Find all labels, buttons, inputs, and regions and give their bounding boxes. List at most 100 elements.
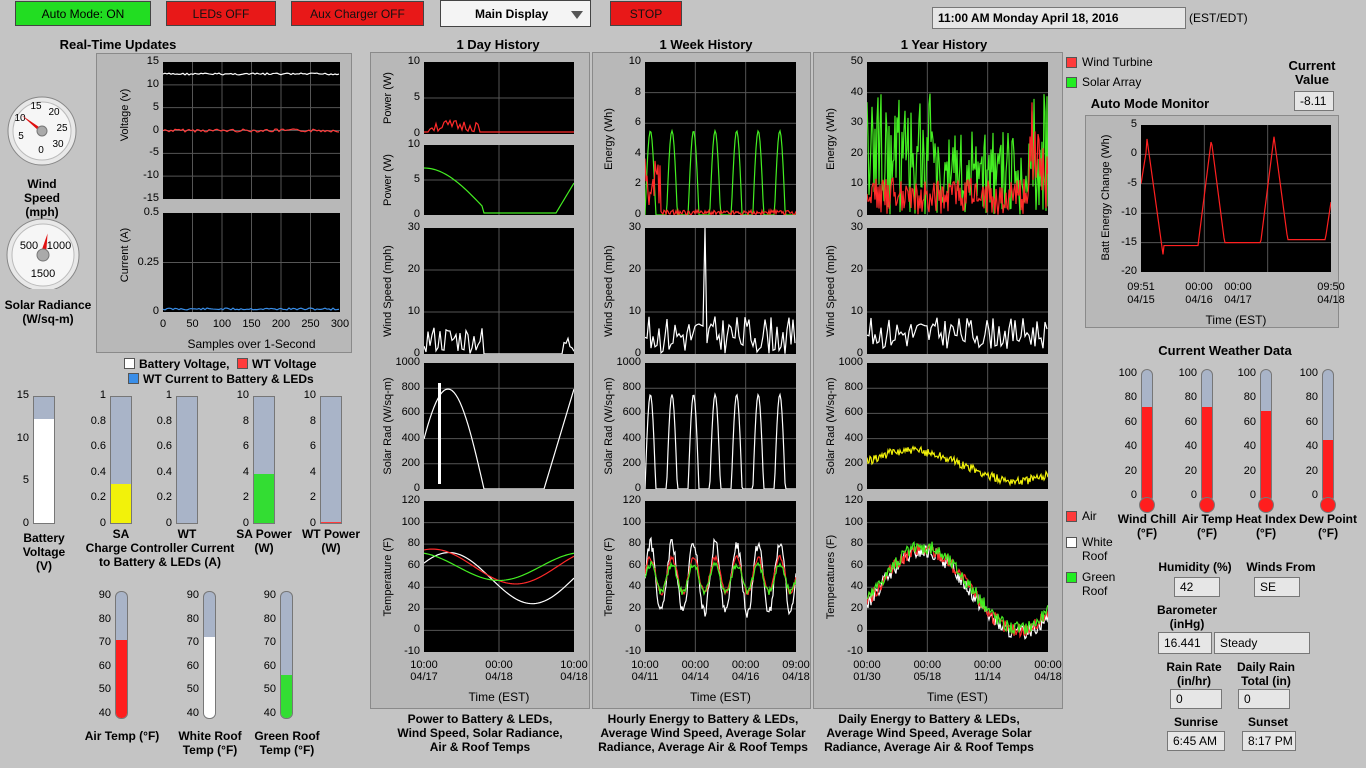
bar-tick-label: 4 [242, 465, 249, 478]
stop-button[interactable]: STOP [610, 1, 682, 26]
day-chart-4 [424, 501, 574, 652]
y-tick-label: 0 [634, 623, 641, 636]
wind-speed-line [867, 317, 1048, 350]
y-tick-label: 0 [856, 482, 863, 494]
weather-tick-label: 80 [1305, 391, 1318, 404]
y-tick-label: 400 [622, 431, 641, 444]
thermo-tick-label: 70 [186, 636, 199, 649]
y-tick-label: 0 [634, 208, 641, 220]
weather-tick-label: 40 [1184, 440, 1197, 453]
y-tick-label: 60 [850, 558, 863, 571]
bar-tick-label: 8 [242, 414, 249, 427]
green-roof-thermometer [280, 591, 293, 719]
x-tick-time: 09:51 [1127, 281, 1155, 293]
sa-charge-bar [110, 396, 132, 524]
y-tick-label: 20 [850, 601, 863, 614]
y-tick-label: 200 [401, 456, 420, 469]
bar-tick-label: 0 [309, 517, 316, 529]
y-tick-label: 10 [850, 177, 863, 190]
y-tick-label: 10 [407, 305, 420, 317]
wind-speed-line [424, 327, 574, 354]
y-tick-label: 0 [413, 482, 420, 494]
thermo-tick-label: 90 [186, 589, 199, 601]
leds-button[interactable]: LEDs OFF [166, 1, 276, 26]
battery-voltage-line [163, 72, 340, 76]
y-tick-label: 0 [413, 623, 420, 636]
y-tick-label: -10 [625, 645, 641, 657]
wt-charge-label: WT [177, 527, 197, 541]
sa-charge-label: SA [112, 527, 130, 541]
bar-tick-label: 0.4 [90, 465, 106, 478]
y-tick-label: 15 [146, 55, 159, 67]
y-tick-label: 10 [407, 55, 420, 67]
wt-power-label: WT Power (W) [301, 527, 360, 555]
y-tick-label: 0.5 [143, 206, 159, 218]
bar-tick-label: 10 [16, 431, 29, 444]
x-tick-date: 04/11 [631, 671, 659, 683]
x-tick-time: 10:00 [410, 659, 438, 671]
auto-mode-button[interactable]: Auto Mode: ON [15, 1, 151, 26]
weather-tick-label: 20 [1243, 464, 1256, 477]
y-tick-label: 1000 [838, 356, 863, 368]
wind-chill-thermometer-fill [1142, 406, 1152, 502]
y-tick-label: 8 [634, 85, 641, 98]
y-tick-label: 20 [407, 263, 420, 275]
year-chart-2 [867, 363, 1048, 489]
wt-current-legend: WT Current to Battery & LEDs [143, 372, 314, 386]
display-select[interactable]: Main Display [440, 0, 591, 27]
thermo-tick-label: 60 [98, 659, 111, 672]
year-chart-3 [867, 501, 1048, 652]
weather-tick-label: 20 [1305, 464, 1318, 477]
y-tick-label: 0 [634, 482, 641, 494]
y-tick-label: -10 [1121, 206, 1137, 219]
realtime-title: Real-Time Updates [59, 37, 177, 52]
y-tick-label: 10 [628, 305, 641, 317]
y-tick-label: 10 [146, 77, 159, 90]
y-tick-label: 0 [413, 127, 420, 139]
y-tick-label: 4 [634, 146, 641, 159]
air-temp-label: Air Temp (°F) [84, 729, 160, 743]
green-roof-temp-label: Green Roof Temp (°F) [254, 729, 320, 757]
day-history-title: 1 Day History [456, 37, 540, 52]
weather-tick-label: 100 [1118, 367, 1137, 379]
weather-tick-label: 60 [1184, 415, 1197, 428]
sa-power-bar-fill [254, 473, 274, 523]
weather-tick-label: 60 [1305, 415, 1318, 428]
current-chart [163, 213, 340, 312]
thermo-tick-label: 60 [186, 659, 199, 672]
bar-tick-label: 0.6 [90, 440, 106, 453]
temp-legend-swatch [1066, 511, 1077, 522]
white-roof-thermometer-fill [204, 637, 215, 718]
x-tick-time: 00:00 [1224, 281, 1252, 293]
bar-tick-label: 0 [22, 517, 29, 529]
day-chart-2 [424, 228, 574, 354]
bar-tick-label: 10 [303, 389, 316, 401]
aux-charger-button[interactable]: Aux Charger OFF [291, 1, 424, 26]
y-tick-label: 20 [407, 601, 420, 614]
weather-tick-label: 40 [1305, 440, 1318, 453]
chevron-down-icon [571, 11, 583, 19]
y-tick-label: 800 [844, 381, 863, 394]
x-tick-time: 00:00 [1185, 281, 1213, 293]
thermo-tick-label: 40 [263, 707, 276, 719]
x-tick-label: 200 [271, 318, 291, 330]
y-tick-label: 5 [413, 173, 420, 185]
y-tick-label: 10 [407, 138, 420, 150]
y-tick-label: 200 [844, 456, 863, 469]
y-tick-label: -10 [143, 169, 159, 182]
year-chart-1 [867, 228, 1048, 354]
bar-tick-label: 4 [309, 465, 316, 478]
y-tick-label: 30 [628, 221, 641, 233]
y-tick-label: 40 [850, 85, 863, 98]
weather-tick-label: 80 [1124, 391, 1137, 404]
x-tick-date: 04/16 [1185, 294, 1213, 306]
voltage-chart [163, 62, 340, 199]
day-chart-1 [424, 145, 574, 215]
x-tick-date: 04/17 [1224, 294, 1252, 306]
sunset-label: Sunset [1247, 715, 1288, 729]
batt-energy-xlabel: Time (EST) [1205, 313, 1267, 327]
thermo-tick-label: 80 [186, 612, 199, 625]
solar-energy-line [867, 93, 1048, 215]
x-tick-date: 05/18 [913, 671, 942, 683]
y-tick-label: 1000 [395, 356, 420, 368]
